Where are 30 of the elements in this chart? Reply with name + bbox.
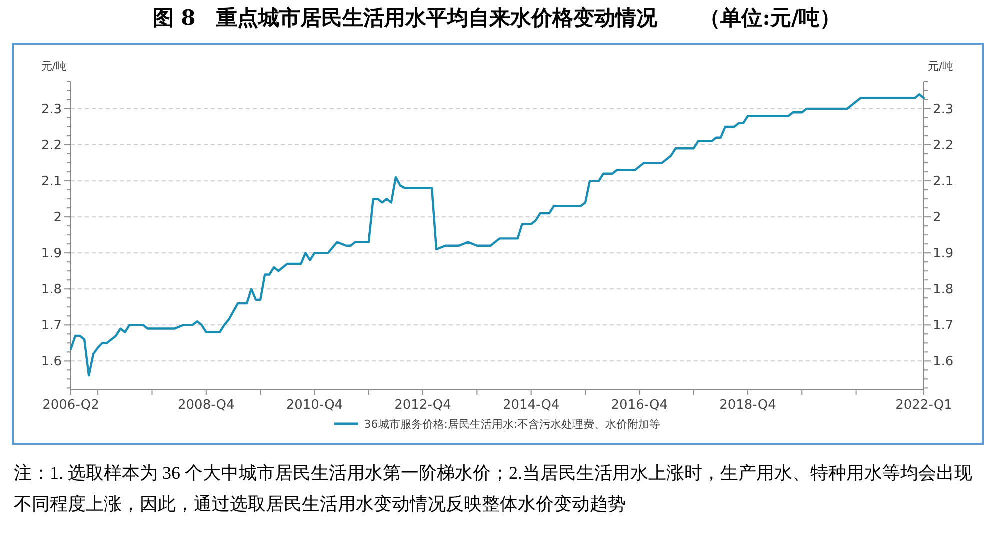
x-tick-label: 2018-Q4 [720, 398, 776, 413]
x-tick-label: 2006-Q2 [42, 398, 100, 413]
legend-label: 36城市服务价格:居民生活用水:不含污水处理费、水价附加等 [364, 418, 661, 431]
x-tick-label: 2022-Q1 [896, 398, 952, 413]
text: 注：1. 选取样本为 36 个大中城市居民生活用水第一阶梯水价；2.当居民生活用水上涨时，生产用水、特种用水等均会出现不同程度上涨，因此，通过选取居民生活用水变动情况反映整体水价变动趋势 [14, 462, 974, 516]
y-tick-label: 2.1 [41, 174, 62, 190]
x-tick-label: 2016-Q4 [611, 398, 668, 413]
y-tick-label: 1.8 [41, 282, 62, 298]
y-tick-label: 2.3 [41, 102, 62, 118]
y2-tick-label: 1.6 [933, 354, 954, 370]
y2-tick-label: 1.9 [933, 246, 954, 262]
y2-axis-title: 元/吨 [928, 60, 954, 73]
y-axis-title: 元/吨 [41, 60, 67, 73]
line-series [70, 94, 926, 377]
y-tick-label: 2 [54, 210, 62, 226]
y-tick-label: 2.2 [41, 138, 62, 154]
y-tick-label: 1.6 [41, 354, 62, 370]
chart-title: 图 8 重点城市居民生活用水平均自来水价格变动情况 （单位:元/吨） [152, 4, 842, 32]
x-tick-label: 2012-Q4 [394, 398, 452, 413]
y-tick-label: 1.7 [41, 318, 62, 334]
x-tick-label: 2014-Q4 [502, 398, 560, 413]
x-tick-label: 2008-Q4 [178, 398, 235, 413]
y2-tick-label: 1.7 [933, 318, 954, 334]
y2-tick-label: 2.1 [933, 174, 954, 190]
y2-tick-label: 2.3 [933, 102, 954, 118]
y2-tick-label: 1.8 [933, 282, 954, 298]
x-tick-label: 2010-Q4 [286, 398, 344, 413]
y2-tick-label: 2 [933, 210, 942, 226]
y-tick-label: 1.9 [41, 246, 62, 262]
y2-tick-label: 2.2 [933, 138, 954, 154]
